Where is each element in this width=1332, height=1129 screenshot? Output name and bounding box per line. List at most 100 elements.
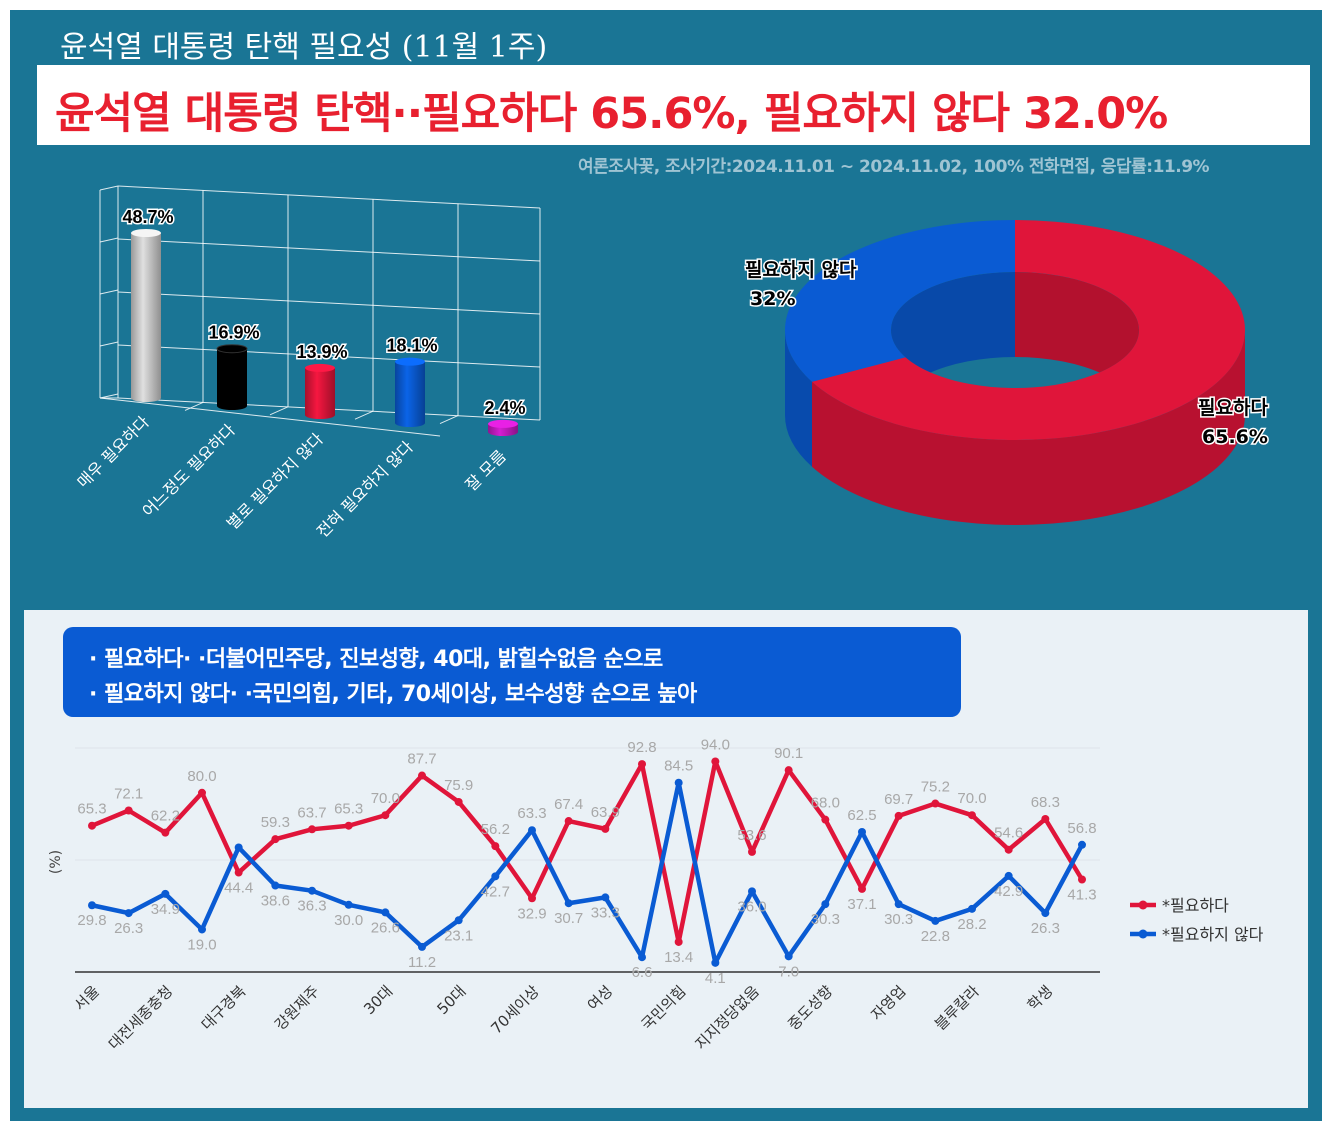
headline-box: 윤석열 대통령 탄핵··필요하다 65.6%, 필요하지 않다 32.0% xyxy=(37,65,1310,145)
tick-label: 자영업 xyxy=(867,982,909,1024)
donut-inner-wall xyxy=(891,272,1015,388)
data-label: 34.9 xyxy=(151,901,180,918)
data-label: 65.3 xyxy=(334,801,363,818)
donut-label: 필요하지 않다 xyxy=(745,259,857,281)
data-point xyxy=(858,828,866,836)
gridline xyxy=(99,237,119,243)
data-point xyxy=(381,811,390,820)
data-point xyxy=(88,901,96,910)
donut-chart-3d: 필요하지 않다 32% 필요하다 65.6% xyxy=(744,220,1270,525)
line-chart: (%) 65.3 72.1 62.2 80.0 44.4 59.3 63.7 65.3 70.0 8… xyxy=(48,736,1264,1053)
data-label: 75.9 xyxy=(444,777,473,794)
data-label: 75.2 xyxy=(921,779,950,796)
data-point xyxy=(124,909,133,918)
data-point xyxy=(1041,815,1050,824)
data-point xyxy=(234,843,243,852)
data-point xyxy=(601,824,610,833)
data-point xyxy=(198,788,206,797)
bar-chart-3d: 48.7% 매우 필요하다 16.9% 어느정도 필요하다 13.9% 별로 필요하지 않… xyxy=(73,185,541,541)
tick-label: 지지정당없음 xyxy=(692,982,763,1053)
data-point xyxy=(418,942,426,951)
data-label: 59.3 xyxy=(261,814,290,831)
data-point xyxy=(271,835,280,844)
data-label: 56.8 xyxy=(1067,820,1096,837)
data-label: 26.3 xyxy=(114,920,143,937)
bar-body xyxy=(305,367,335,419)
tick-label: 블루칼라 xyxy=(931,982,983,1034)
bar xyxy=(305,363,335,419)
gridline xyxy=(269,406,289,416)
headline: 윤석열 대통령 탄핵··필요하다 65.6%, 필요하지 않다 32.0% xyxy=(55,89,1168,139)
data-point xyxy=(381,908,390,917)
gridline xyxy=(354,410,374,420)
data-point xyxy=(821,815,830,824)
data-label: 30.3 xyxy=(811,911,840,928)
data-label: 19.0 xyxy=(187,936,216,953)
donut-label: 필요하다 xyxy=(1198,397,1268,419)
gridline xyxy=(117,291,541,315)
tick-label: 30대 xyxy=(360,982,396,1018)
legend-marker xyxy=(1138,900,1148,910)
data-label: 63.9 xyxy=(591,804,620,821)
data-point xyxy=(968,811,976,820)
data-label: 63.3 xyxy=(517,805,546,822)
bar-top xyxy=(305,363,335,372)
data-label: 68.0 xyxy=(811,795,840,812)
data-label: 53.6 xyxy=(737,827,766,844)
data-point xyxy=(564,899,573,908)
tick-label: 여성 xyxy=(584,982,616,1014)
data-point xyxy=(344,900,353,909)
gridline xyxy=(117,238,541,262)
data-label: 68.3 xyxy=(1031,794,1060,811)
data-label: 94.0 xyxy=(701,736,730,753)
tick-label: 국민의힘 xyxy=(638,982,690,1034)
bar xyxy=(488,419,518,436)
data-point xyxy=(601,893,610,902)
tick-label: 중도성향 xyxy=(784,982,836,1034)
data-point xyxy=(748,847,756,856)
bar-top xyxy=(488,419,518,428)
data-label: 28.2 xyxy=(957,916,986,933)
data-label: 30.7 xyxy=(554,910,583,927)
data-label: 69.7 xyxy=(884,791,913,808)
tick-label: 대구경북 xyxy=(198,982,250,1034)
data-label: 62.5 xyxy=(847,807,876,824)
data-point xyxy=(271,881,280,890)
data-label: 67.4 xyxy=(554,796,583,813)
tick-label: 잘 모름 xyxy=(462,446,510,494)
data-label: 37.1 xyxy=(847,896,876,913)
data-point xyxy=(124,806,133,815)
data-label: 2.4% xyxy=(484,398,525,418)
data-label: 38.6 xyxy=(261,893,290,910)
y-axis-label: (%) xyxy=(48,850,64,874)
data-point xyxy=(931,799,940,808)
data-point xyxy=(894,900,903,909)
data-point xyxy=(894,811,903,820)
tick-label: 대전세종충청 xyxy=(105,982,176,1053)
data-label: 4.1 xyxy=(705,970,726,987)
data-label: 23.1 xyxy=(444,927,473,944)
data-point xyxy=(1004,871,1013,880)
data-label: 29.8 xyxy=(77,912,106,929)
tick-label: 서울 xyxy=(71,982,103,1014)
tick-label: 70세이상 xyxy=(487,982,543,1038)
gridline xyxy=(99,289,119,295)
bar xyxy=(395,357,425,427)
data-label: 11.2 xyxy=(408,954,436,971)
data-point xyxy=(638,760,646,769)
data-point xyxy=(454,797,463,806)
data-point xyxy=(748,887,756,896)
data-label: 72.1 xyxy=(114,785,143,802)
data-label: 92.8 xyxy=(627,739,656,756)
data-point xyxy=(674,937,683,946)
gridline xyxy=(439,415,459,425)
gridline xyxy=(99,341,119,347)
data-point xyxy=(858,884,866,893)
series-line xyxy=(91,780,1084,966)
data-label: 6.6 xyxy=(632,964,653,981)
bar-body xyxy=(217,348,247,410)
data-label: 30.3 xyxy=(884,911,913,928)
data-label: 54.6 xyxy=(994,825,1023,842)
tick-label: 어느정도 필요하다 xyxy=(139,420,239,520)
